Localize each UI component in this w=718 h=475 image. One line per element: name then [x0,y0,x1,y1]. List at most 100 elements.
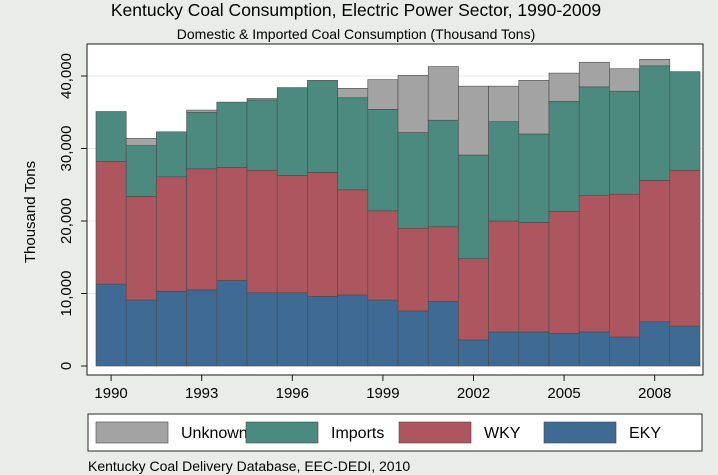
x-tick-label: 1996 [276,385,309,402]
bar-segment-eky-2002 [458,339,489,367]
bar-segment-eky-2009 [669,325,701,367]
bar-segment-unknown-2005 [548,72,580,102]
bar-segment-unknown-2003 [488,85,520,122]
bar-segment-wky-1990 [95,161,127,285]
bar-segment-unknown-2002 [458,85,489,156]
bar-segment-wky-1991 [125,196,157,301]
bar-segment-wky-2009 [669,169,701,327]
bar-segment-eky-2008 [639,321,671,367]
y-tick-label: 20,000 [58,198,75,244]
x-tick-label: 2008 [638,385,671,402]
legend: Unknown Imports WKY EKY [87,413,703,452]
bar-segment-unknown-2000 [397,74,429,133]
bar-segment-eky-1990 [95,283,127,367]
bar-segment-unknown-1991 [125,138,157,146]
bar-segment-wky-1996 [276,175,308,294]
bar-segment-imports-2001 [427,119,459,228]
bar-segment-wky-2002 [458,258,489,341]
bar-segment-wky-2000 [397,227,429,312]
y-tick-label: 30,000 [58,126,75,172]
bar-segment-imports-1998 [337,97,369,191]
bar-segment-unknown-1995 [246,98,278,101]
bar-segment-wky-2001 [427,226,459,302]
x-tick-label: 1999 [366,385,399,402]
legend-label-unknown: Unknown [181,425,248,442]
bar-segment-eky-1997 [307,296,338,367]
bar-segment-wky-1995 [246,169,278,294]
bar-segment-unknown-2008 [639,59,671,67]
bar-segment-imports-1992 [156,131,187,178]
bar-segment-eky-2003 [488,331,520,367]
bar-segment-wky-2004 [518,222,550,333]
bar-segment-wky-2005 [548,211,580,334]
legend-swatch-unknown [95,421,169,444]
bar-segment-eky-2007 [609,336,640,367]
x-tick-label: 2002 [457,385,490,402]
bar-segment-unknown-2006 [578,61,610,88]
bar-segment-imports-1991 [125,145,157,197]
bar-segment-eky-1991 [125,299,157,367]
legend-label-wky: WKY [484,425,521,442]
bar-segment-wky-2003 [488,220,520,333]
chart-subtitle: Domestic & Imported Coal Consumption (Th… [177,26,535,42]
bar-segment-imports-1999 [367,109,399,212]
bar-segment-imports-1990 [95,111,127,162]
y-tick-label: 10,000 [58,271,75,317]
bar-segment-eky-2005 [548,333,580,367]
bar-segment-imports-2008 [639,65,671,181]
bar-segment-eky-1999 [367,299,399,367]
bar-segment-eky-2000 [397,310,429,367]
bar-segment-unknown-2001 [427,66,459,121]
bar-segment-imports-2002 [458,154,489,259]
bar-segment-imports-1996 [276,87,308,176]
bar-segment-imports-2007 [609,90,640,195]
bar-segment-unknown-1998 [337,88,369,99]
bar-segment-unknown-1999 [367,79,399,110]
axes-layer: 0 10,000 20,000 30,000 40,000 1990 1993 1996 199… [58,43,704,402]
bar-segment-imports-2006 [578,86,610,196]
bar-segment-unknown-2007 [609,68,640,92]
bars-layer [95,59,701,367]
legend-label-imports: Imports [331,425,384,442]
bar-segment-eky-1992 [156,291,187,367]
bar-segment-wky-2008 [639,180,671,323]
legend-swatch-eky [543,421,617,444]
bar-segment-wky-1993 [186,168,218,291]
legend-swatch-imports [245,421,319,444]
x-tick-label: 2005 [547,385,580,402]
x-tick-label: 1993 [185,385,218,402]
bar-segment-imports-1993 [186,111,218,170]
bar-segment-imports-1997 [307,80,338,173]
bar-segment-imports-2000 [397,132,429,229]
bar-segment-wky-2007 [609,193,640,338]
bar-segment-wky-1994 [216,167,248,281]
bar-segment-eky-1993 [186,289,218,367]
bar-segment-wky-1992 [156,176,187,292]
bar-segment-imports-2009 [669,71,701,171]
bar-segment-imports-2003 [488,121,520,222]
bar-segment-eky-2006 [578,331,610,367]
chart-title: Kentucky Coal Consumption, Electric Powe… [111,0,601,20]
y-tick-label: 40,000 [58,53,75,99]
bar-segment-eky-2001 [427,301,459,367]
bar-segment-imports-2004 [518,133,550,223]
bar-segment-eky-1994 [216,280,248,367]
bar-segment-eky-1995 [246,292,278,367]
legend-swatch-wky [398,421,472,444]
bar-segment-wky-1999 [367,210,399,301]
bar-segment-imports-2005 [548,101,580,212]
bar-segment-unknown-2004 [518,80,550,135]
bar-segment-wky-2006 [578,195,610,333]
legend-label-eky: EKY [629,425,661,442]
bar-segment-wky-1997 [307,172,338,297]
plot-frame [86,43,704,376]
bar-segment-eky-2004 [518,331,550,367]
bar-segment-eky-1996 [276,292,308,367]
bar-segment-wky-1998 [337,189,369,296]
y-axis-label: Thousand Tons [22,161,39,263]
bar-segment-imports-1995 [246,99,278,171]
bar-segment-imports-1994 [216,101,248,168]
bar-segment-eky-1998 [337,294,369,367]
